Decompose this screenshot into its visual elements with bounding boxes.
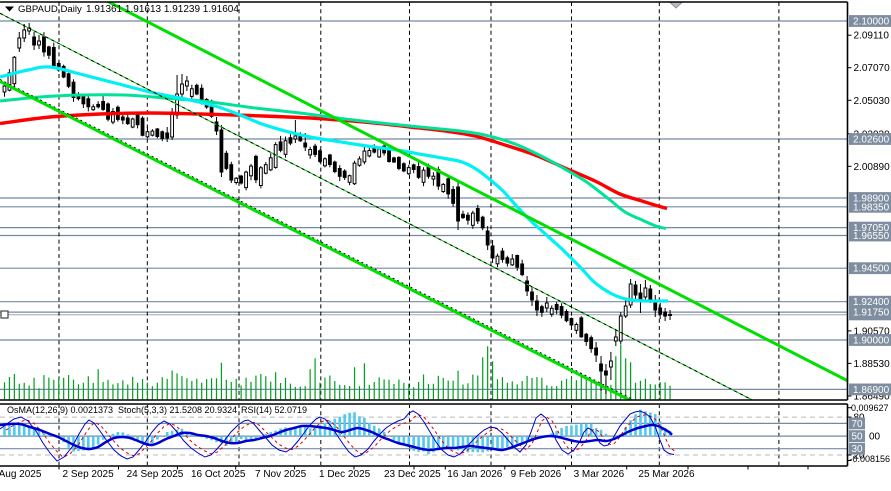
svg-text:50: 50 <box>852 432 864 443</box>
svg-text:Stoch(5,3,3) 21.5208 20.9324: Stoch(5,3,3) 21.5208 20.9324 <box>118 405 237 415</box>
svg-text:1.97050: 1.97050 <box>853 223 890 234</box>
svg-text:1.91750: 1.91750 <box>853 308 890 319</box>
svg-text:20: 20 <box>854 451 866 462</box>
svg-text:2.09110: 2.09110 <box>854 31 890 42</box>
svg-text:-0.008156: -0.008156 <box>850 454 891 464</box>
svg-text:1.86900: 1.86900 <box>853 385 890 396</box>
svg-text:1 Dec 2025: 1 Dec 2025 <box>319 469 371 480</box>
svg-text:1.91361 1.91613 1.91239 1.9160: 1.91361 1.91613 1.91239 1.91604 <box>86 4 239 15</box>
svg-text:1.94500: 1.94500 <box>853 264 890 275</box>
svg-text:1.98350: 1.98350 <box>853 202 890 213</box>
svg-text:1.96550: 1.96550 <box>853 231 890 242</box>
svg-text:1.98900: 1.98900 <box>853 194 890 205</box>
svg-text:1.90570: 1.90570 <box>854 326 891 337</box>
svg-text:7 Nov 2025: 7 Nov 2025 <box>255 469 307 480</box>
svg-text:2.07070: 2.07070 <box>854 63 891 74</box>
svg-text:2.05030: 2.05030 <box>854 96 891 107</box>
svg-text:30: 30 <box>852 444 864 455</box>
svg-text:9 Feb 2026: 9 Feb 2026 <box>511 469 562 480</box>
svg-text:1.86490: 1.86490 <box>854 392 891 403</box>
svg-text:1.88530: 1.88530 <box>854 359 891 370</box>
svg-text:25 Mar 2026: 25 Mar 2026 <box>638 469 695 480</box>
svg-text:2.00890: 2.00890 <box>854 162 891 173</box>
svg-text:16 Jan 2026: 16 Jan 2026 <box>447 469 502 480</box>
svg-text:RSI(14) 52.0719: RSI(14) 52.0719 <box>241 405 307 415</box>
svg-text:00: 00 <box>869 432 881 443</box>
svg-text:GBPAUD,Daily: GBPAUD,Daily <box>18 4 82 15</box>
svg-text:2 Sep 2025: 2 Sep 2025 <box>63 469 115 480</box>
svg-text:11 Aug 2025: 11 Aug 2025 <box>0 469 42 480</box>
svg-text:1.92400: 1.92400 <box>853 297 890 308</box>
svg-text:2.02600: 2.02600 <box>853 135 890 146</box>
svg-text:1.90000: 1.90000 <box>853 336 890 347</box>
svg-text:2.10000: 2.10000 <box>853 17 890 28</box>
svg-text:23 Dec 2025: 23 Dec 2025 <box>384 469 441 480</box>
svg-text:OsMA(12,26,9) 0.0021373: OsMA(12,26,9) 0.0021373 <box>7 405 113 415</box>
svg-text:16 Oct 2025: 16 Oct 2025 <box>191 469 246 480</box>
svg-text:3 Mar 2026: 3 Mar 2026 <box>574 469 625 480</box>
svg-text:70: 70 <box>852 419 864 430</box>
svg-text:0,009627: 0,009627 <box>851 403 889 413</box>
svg-text:24 Sep 2025: 24 Sep 2025 <box>127 469 184 480</box>
